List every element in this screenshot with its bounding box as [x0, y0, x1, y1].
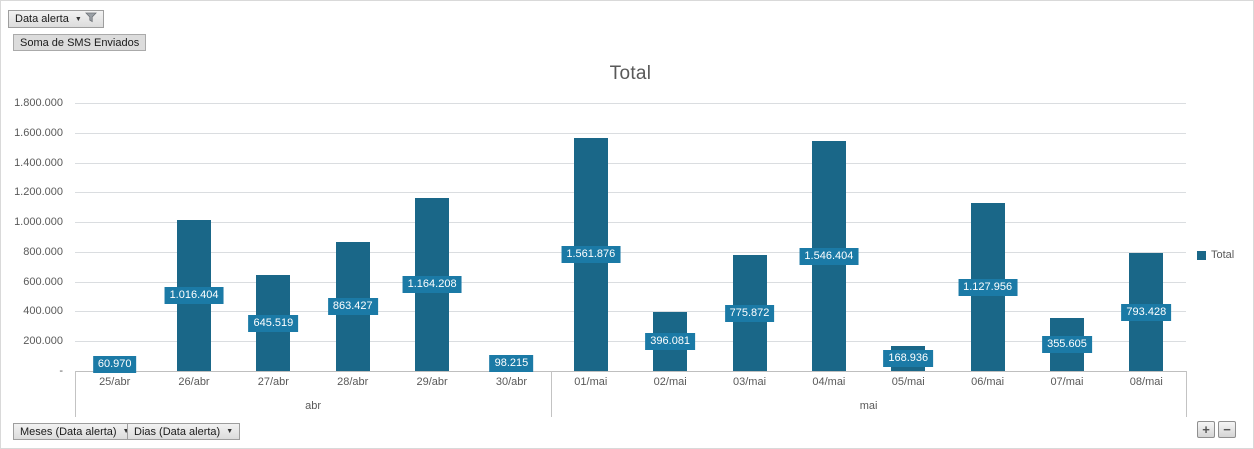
gridline [75, 132, 1186, 134]
bar-data-label: 1.561.876 [561, 246, 621, 263]
y-axis-tick-label: 600.000 [23, 275, 63, 288]
x-axis-category-label: 08/mai [1129, 376, 1163, 388]
x-axis-category-label: 28/abr [337, 376, 369, 388]
axis-group-separator [551, 371, 552, 417]
gridline [75, 192, 1186, 194]
y-axis-tick-label: 200.000 [23, 335, 63, 348]
x-axis-category-label: 25/abr [99, 376, 131, 388]
y-axis-tick-label: 1.000.000 [14, 216, 63, 229]
report-filter-button[interactable]: Data alerta ▼ [8, 10, 104, 28]
x-axis-category-label: 26/abr [178, 376, 210, 388]
x-axis-category-label: 30/abr [495, 376, 528, 388]
collapse-field-button[interactable]: − [1218, 421, 1236, 438]
y-axis-tick-label: 400.000 [23, 305, 63, 318]
axis-field-meses-label: Meses (Data alerta) [20, 425, 117, 438]
axis-group-separator [75, 371, 76, 417]
bar-data-label: 1.164.208 [402, 276, 462, 293]
x-axis-line [75, 371, 1186, 372]
values-field-label: Soma de SMS Enviados [20, 36, 140, 49]
chevron-down-icon: ▼ [123, 428, 130, 435]
x-axis-category-label: 29/abr [416, 376, 448, 388]
bar-data-label: 396.081 [645, 333, 696, 350]
gridline [75, 103, 1186, 104]
expand-field-button[interactable]: + [1197, 421, 1215, 438]
gridline [75, 341, 1186, 343]
axis-group-separator [1186, 371, 1187, 417]
bar-data-label: 1.016.404 [164, 287, 224, 304]
y-axis-tick-label: 1.400.000 [14, 156, 63, 169]
x-axis-category-label: 03/mai [733, 376, 767, 388]
bar-data-label: 98.215 [489, 355, 534, 372]
gridline [75, 281, 1186, 283]
month-group-label: abr [305, 400, 322, 412]
bar-data-label: 793.428 [1121, 303, 1172, 321]
y-axis-tick-label: 1.200.000 [14, 186, 63, 199]
values-field-button[interactable]: Soma de SMS Enviados [13, 34, 147, 51]
chevron-down-icon: ▼ [74, 15, 82, 23]
x-axis-category-label: 07/mai [1050, 376, 1084, 388]
legend[interactable]: Total [1197, 249, 1234, 261]
gridline [75, 311, 1186, 313]
bar-data-label: 775.872 [724, 304, 775, 322]
chart-title: Total [609, 63, 652, 84]
bar-data-label: 60.970 [92, 355, 137, 373]
report-filter-label: Data alerta [15, 13, 69, 25]
axis-field-button-dias[interactable]: Dias (Data alerta) ▼ [127, 423, 241, 440]
month-group-label: mai [859, 400, 878, 412]
x-axis-category-label: 06/mai [971, 376, 1005, 388]
bar-data-label: 1.127.956 [958, 278, 1018, 296]
gridline [75, 162, 1186, 164]
chevron-down-icon: ▼ [226, 428, 234, 435]
x-axis-category-label: 02/mai [653, 376, 687, 388]
x-axis-category-label: 27/abr [257, 376, 289, 388]
y-axis-tick-label: - [59, 365, 63, 377]
axis-field-dias-label: Dias (Data alerta) [134, 425, 221, 438]
legend-series-label: Total [1211, 249, 1235, 261]
filter-funnel-icon [84, 12, 97, 26]
gridline [75, 222, 1186, 224]
bar-data-label: 645.519 [248, 314, 299, 332]
axis-field-button-meses[interactable]: Meses (Data alerta) ▼ [13, 423, 137, 440]
bar-data-label: 168.936 [883, 350, 934, 367]
y-axis-tick-label: 1.800.000 [14, 97, 63, 109]
x-axis-category-label: 04/mai [812, 376, 846, 388]
gridline [75, 251, 1186, 253]
legend-series-swatch [1197, 250, 1206, 260]
y-axis-tick-label: 1.600.000 [14, 126, 63, 139]
bar-data-label: 355.605 [1042, 336, 1092, 353]
x-axis-category-label: 05/mai [891, 376, 925, 388]
bar-data-label: 1.546.404 [799, 247, 859, 265]
bar-data-label: 863.427 [327, 298, 378, 315]
y-axis-tick-label: 800.000 [23, 245, 63, 258]
x-axis-category-label: 01/mai [574, 376, 608, 388]
